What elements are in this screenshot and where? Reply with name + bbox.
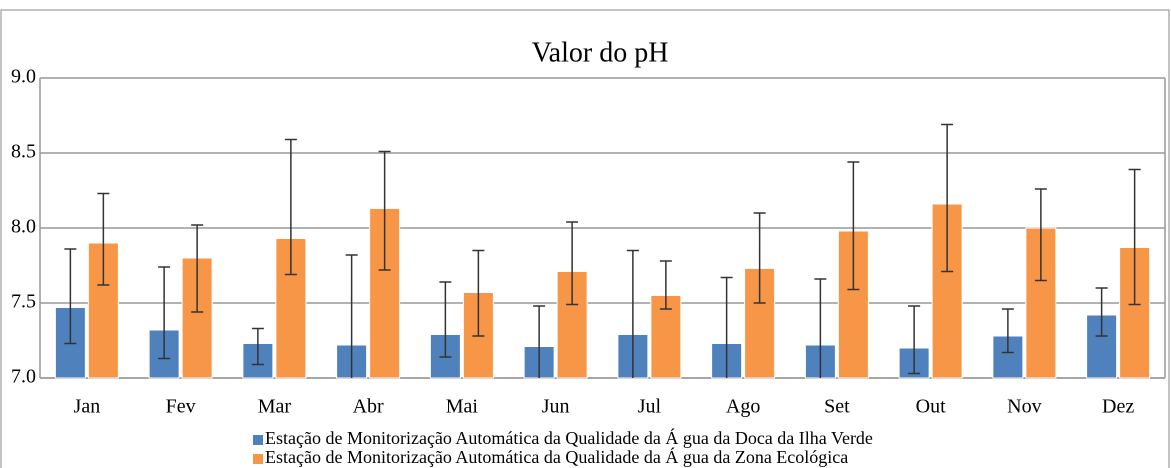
bar <box>1025 227 1057 379</box>
x-tick-label: Abr <box>353 396 384 418</box>
y-tick-label: 8.5 <box>11 141 36 163</box>
x-tick-label: Fev <box>166 396 196 418</box>
y-tick-label: 7.0 <box>11 366 36 388</box>
x-tick-label: Set <box>824 396 850 418</box>
x-tick-label: Mai <box>446 396 479 418</box>
y-tick-label: 8.0 <box>11 216 36 238</box>
legend-swatch <box>253 454 263 464</box>
x-tick-label: Jul <box>638 396 662 418</box>
x-tick-label: Ago <box>726 396 760 418</box>
y-tick-label: 9.0 <box>11 66 36 88</box>
x-tick-label: Dez <box>1102 396 1134 418</box>
x-tick-label: Nov <box>1007 396 1041 418</box>
legend-label: Estação de Monitorização Automática da Q… <box>265 446 848 467</box>
legend-label: Estação de Monitorização Automática da Q… <box>265 427 873 448</box>
x-tick-label: Jun <box>542 396 570 418</box>
x-tick-label: Out <box>916 396 946 418</box>
legend-swatch <box>253 435 263 445</box>
chart-frame <box>0 9 1170 468</box>
chart-title: Valor do pH <box>532 37 669 68</box>
y-tick-label: 7.5 <box>11 291 36 313</box>
x-tick-label: Jan <box>74 396 101 418</box>
x-tick-label: Mar <box>258 396 292 418</box>
